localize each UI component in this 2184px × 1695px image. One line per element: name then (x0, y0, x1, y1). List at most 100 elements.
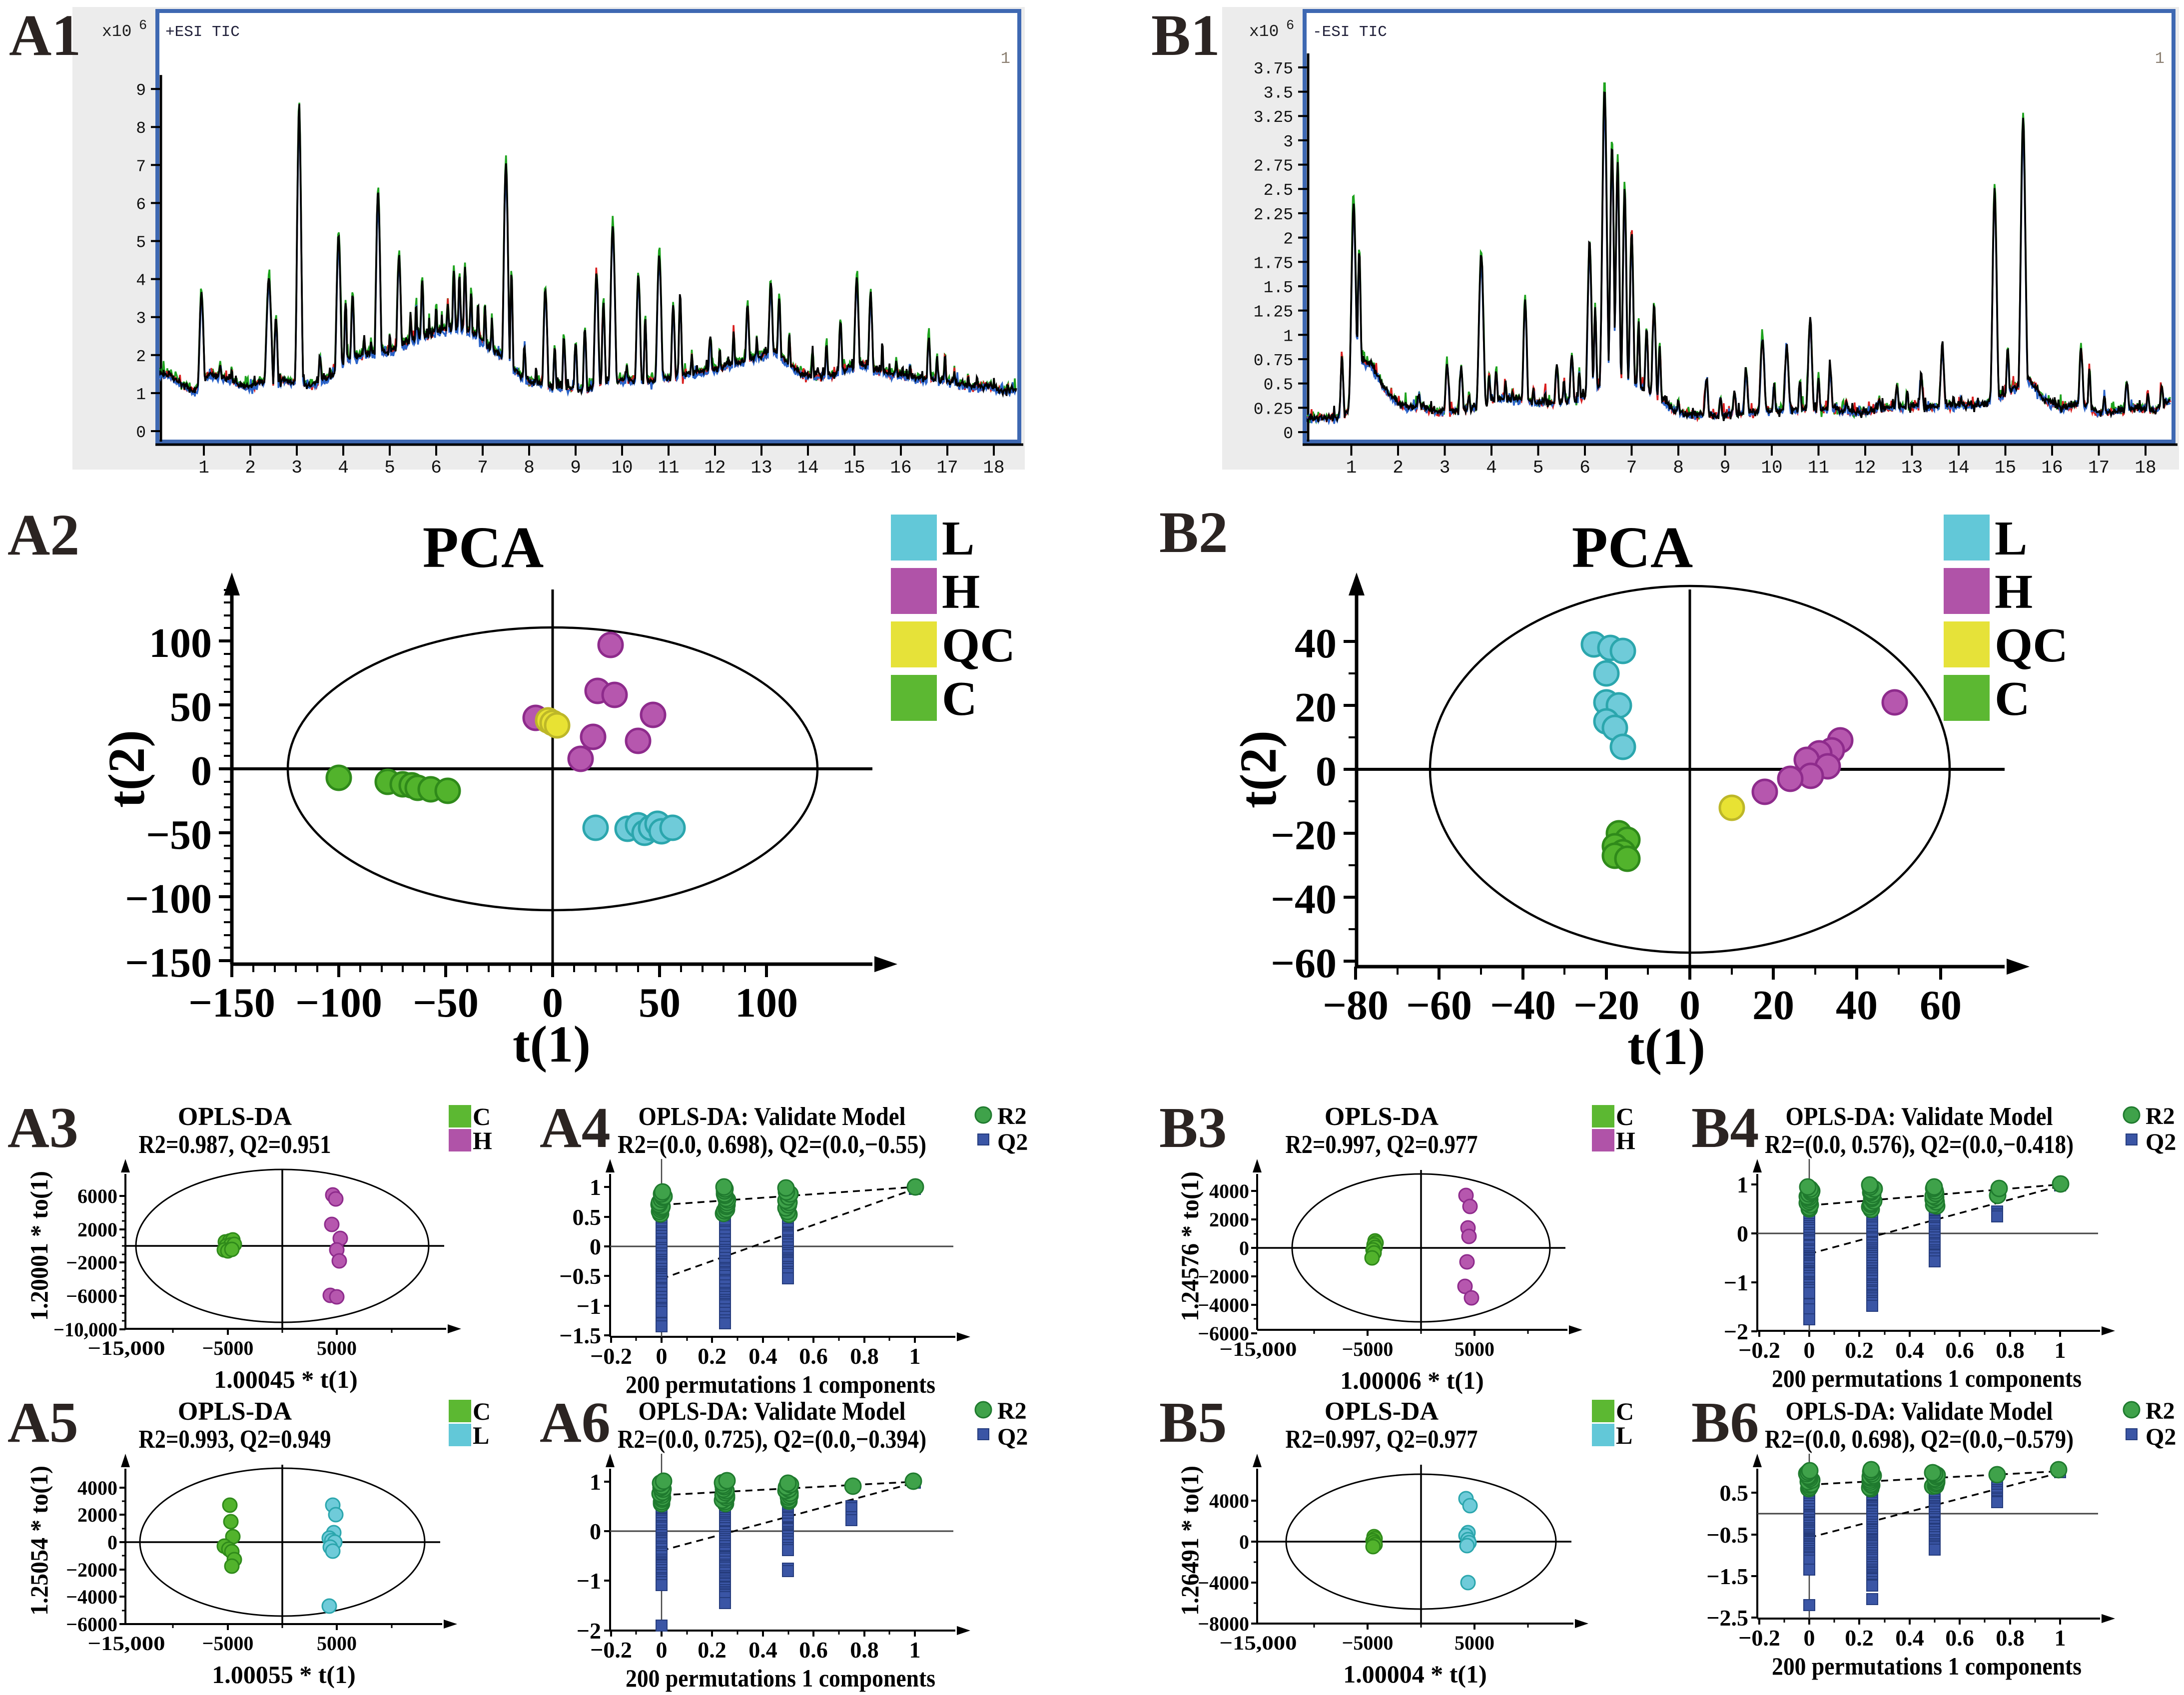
svg-text:A6: A6 (540, 1391, 611, 1455)
svg-text:−0.2: −0.2 (1738, 1337, 1780, 1363)
svg-text:H: H (942, 565, 980, 619)
svg-text:8: 8 (524, 458, 535, 478)
svg-text:−100: −100 (295, 980, 382, 1026)
svg-text:x10: x10 (1249, 22, 1279, 41)
svg-text:0: 0 (656, 1637, 668, 1663)
svg-text:−5000: −5000 (202, 1632, 254, 1655)
svg-text:3: 3 (1283, 133, 1293, 151)
svg-text:x10: x10 (102, 22, 131, 41)
svg-text:16: 16 (2041, 458, 2063, 478)
svg-text:−15,000: −15,000 (88, 1632, 165, 1655)
svg-text:0.5: 0.5 (1720, 1480, 1749, 1506)
svg-text:17: 17 (936, 458, 958, 478)
svg-text:1.75: 1.75 (1254, 254, 1293, 273)
svg-text:−50: −50 (146, 812, 212, 858)
svg-text:7: 7 (477, 458, 488, 478)
svg-text:QC: QC (942, 618, 1015, 672)
svg-text:0: 0 (191, 748, 212, 794)
svg-text:0.6: 0.6 (1945, 1625, 1974, 1651)
svg-text:B1: B1 (1151, 2, 1220, 68)
svg-text:200 permutations 1 components: 200 permutations 1 components (626, 1370, 935, 1398)
svg-text:6: 6 (1286, 18, 1294, 33)
svg-text:PCA: PCA (423, 515, 544, 580)
svg-text:0.75: 0.75 (1254, 352, 1293, 370)
svg-text:1.20001 * to(1): 1.20001 * to(1) (25, 1171, 53, 1321)
svg-text:1.00045 * t(1): 1.00045 * t(1) (214, 1365, 357, 1393)
svg-text:4: 4 (338, 458, 349, 478)
svg-text:−0.2: −0.2 (590, 1637, 632, 1663)
svg-text:0.2: 0.2 (698, 1637, 727, 1663)
svg-text:50: 50 (170, 684, 212, 730)
svg-text:−8000: −8000 (1198, 1613, 1249, 1635)
svg-text:5: 5 (384, 458, 395, 478)
svg-text:L: L (1616, 1421, 1632, 1449)
svg-text:2.25: 2.25 (1254, 206, 1293, 224)
svg-text:0.6: 0.6 (799, 1343, 828, 1369)
svg-text:3.25: 3.25 (1254, 108, 1293, 127)
svg-text:1: 1 (1346, 458, 1357, 478)
svg-text:14: 14 (797, 458, 818, 478)
svg-text:2.75: 2.75 (1254, 157, 1293, 176)
svg-text:4000: 4000 (1209, 1490, 1249, 1512)
svg-text:R2=(0.0, 0.576), Q2=(0.0,−0.41: R2=(0.0, 0.576), Q2=(0.0,−0.418) (1765, 1130, 2074, 1159)
svg-text:200 permutations 1 components: 200 permutations 1 components (626, 1664, 935, 1692)
svg-text:1: 1 (2155, 49, 2165, 68)
svg-text:−20: −20 (1573, 982, 1639, 1029)
svg-text:0.5: 0.5 (1264, 376, 1293, 395)
svg-text:5000: 5000 (1455, 1632, 1494, 1654)
svg-text:−4000: −4000 (1198, 1294, 1249, 1316)
svg-text:200 permutations 1 components: 200 permutations 1 components (1772, 1364, 2082, 1392)
svg-text:4: 4 (1486, 458, 1497, 478)
svg-text:R2=0.997, Q2=0.977: R2=0.997, Q2=0.977 (1286, 1425, 1478, 1454)
svg-text:B2: B2 (1159, 500, 1228, 565)
svg-text:1.25: 1.25 (1254, 303, 1293, 322)
svg-text:0: 0 (1239, 1531, 1249, 1553)
svg-text:t(1): t(1) (513, 1016, 591, 1073)
svg-text:3: 3 (1440, 458, 1451, 478)
svg-text:−10,000: −10,000 (53, 1318, 117, 1341)
svg-text:−60: −60 (1271, 940, 1337, 987)
svg-text:15: 15 (1995, 458, 2016, 478)
svg-text:40: 40 (1836, 982, 1878, 1029)
svg-text:R2: R2 (997, 1398, 1027, 1424)
svg-text:−0.5: −0.5 (559, 1263, 601, 1289)
svg-text:R2=(0.0, 0.698), Q2=(0.0,−0.55: R2=(0.0, 0.698), Q2=(0.0,−0.55) (618, 1130, 926, 1159)
svg-text:2: 2 (1283, 230, 1293, 249)
svg-text:5000: 5000 (1455, 1338, 1494, 1360)
svg-text:0: 0 (590, 1519, 601, 1544)
svg-text:1: 1 (909, 1343, 921, 1369)
svg-text:14: 14 (1948, 458, 1969, 478)
svg-text:3: 3 (136, 310, 146, 328)
svg-text:H: H (1995, 565, 2033, 619)
svg-text:R2=0.997, Q2=0.977: R2=0.997, Q2=0.977 (1286, 1130, 1478, 1159)
svg-text:11: 11 (1808, 458, 1829, 478)
svg-text:−0.2: −0.2 (590, 1343, 632, 1369)
svg-text:7: 7 (136, 157, 146, 176)
svg-text:2000: 2000 (1209, 1208, 1249, 1231)
svg-text:Q2: Q2 (997, 1129, 1028, 1155)
svg-text:18: 18 (983, 458, 1004, 478)
svg-text:1: 1 (136, 386, 146, 404)
svg-text:4000: 4000 (77, 1477, 117, 1499)
svg-text:B3: B3 (1159, 1096, 1227, 1160)
svg-text:1.5: 1.5 (1264, 279, 1293, 297)
svg-text:1: 1 (590, 1174, 601, 1200)
svg-text:0.8: 0.8 (1996, 1625, 2025, 1651)
svg-text:0: 0 (1239, 1237, 1249, 1259)
svg-text:−15,000: −15,000 (1220, 1632, 1297, 1654)
svg-text:OPLS-DA: OPLS-DA (178, 1397, 292, 1426)
svg-text:20: 20 (1295, 684, 1337, 731)
svg-text:−5000: −5000 (1342, 1338, 1394, 1360)
svg-text:0: 0 (136, 424, 146, 442)
svg-text:H: H (1616, 1127, 1635, 1154)
svg-text:18: 18 (2135, 458, 2156, 478)
svg-text:C: C (473, 1397, 491, 1425)
svg-text:2.5: 2.5 (1264, 181, 1293, 200)
svg-text:9: 9 (1720, 458, 1731, 478)
svg-text:−5000: −5000 (202, 1337, 254, 1359)
svg-text:−2: −2 (577, 1618, 601, 1644)
svg-text:−0.5: −0.5 (1706, 1522, 1748, 1548)
svg-text:50: 50 (639, 980, 681, 1026)
svg-text:16: 16 (890, 458, 911, 478)
svg-text:−2000: −2000 (66, 1559, 117, 1581)
